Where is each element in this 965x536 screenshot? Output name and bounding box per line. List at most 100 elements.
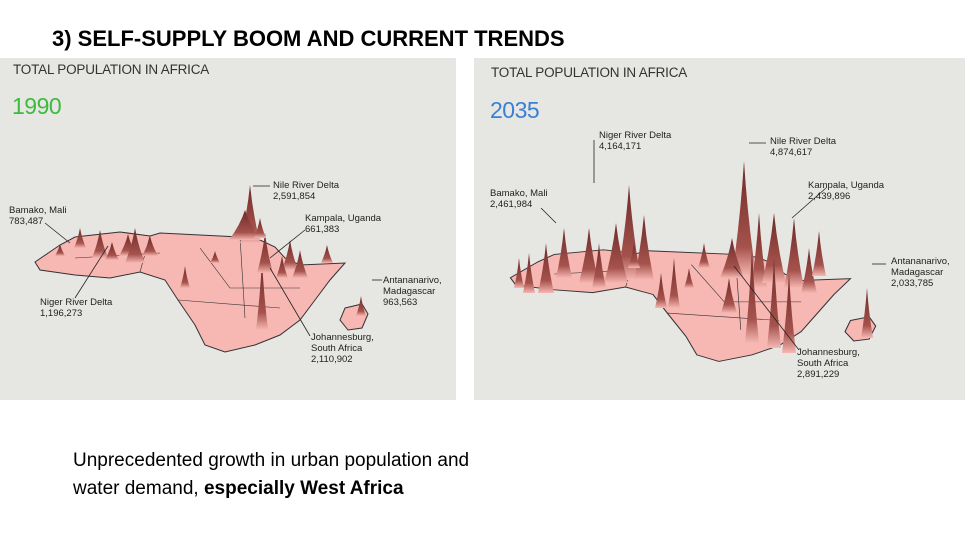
africa-map-1990 [34, 185, 382, 353]
label-value: 2,461,984 [490, 199, 533, 210]
label-value: 2,591,854 [273, 191, 316, 202]
population-peak [229, 210, 261, 240]
population-peak [282, 240, 298, 270]
population-peak [556, 228, 572, 278]
caption-emphasis: especially West Africa [203, 478, 404, 499]
year-label: 1990 [12, 93, 62, 119]
population-map-2035: TOTAL POPULATION IN AFRICA 2035 Niger Ri… [474, 58, 965, 400]
population-peak [684, 268, 694, 288]
population-peak [55, 244, 65, 256]
population-peak [721, 278, 737, 313]
label-nile-delta: Nile River Delta 4,874,617 [770, 136, 836, 158]
population-peak [592, 243, 606, 288]
label-niger-delta: Niger River Delta 1,196,273 [40, 297, 112, 319]
africa-landmass [34, 231, 347, 353]
label-value: 2,033,785 [891, 278, 934, 289]
label-name-2: South Africa [797, 358, 849, 369]
leader-line [540, 207, 557, 224]
population-peak [801, 248, 817, 293]
population-peak [105, 242, 119, 260]
label-name: Bamako, Mali [9, 205, 67, 216]
leader-line [791, 187, 827, 219]
label-name-2: Madagascar [891, 267, 944, 278]
population-peak [732, 161, 756, 276]
population-peak [604, 223, 628, 283]
label-value: 1,196,273 [40, 308, 83, 319]
population-peak [634, 215, 654, 280]
population-peak [92, 230, 108, 258]
population-peak [698, 243, 710, 268]
map-title: TOTAL POPULATION IN AFRICA [491, 65, 688, 80]
population-peak [210, 251, 220, 263]
label-antananarivo: Antananarivo, Madagascar 2,033,785 [891, 256, 950, 289]
label-name: Nile River Delta [273, 180, 339, 191]
label-name: Niger River Delta [40, 297, 113, 308]
label-name: Johannesburg, [797, 347, 860, 358]
population-peak [668, 258, 680, 308]
label-johannesburg: Johannesburg, South Africa 2,891,229 [797, 347, 860, 380]
slide-caption: Unprecedented growth in urban population… [73, 447, 469, 503]
label-name: Johannesburg, [311, 332, 374, 343]
label-value: 2,891,229 [797, 369, 840, 380]
label-value: 963,563 [383, 297, 418, 308]
label-kampala: Kampala, Uganda 661,383 [305, 213, 381, 235]
population-map-1990: TOTAL POPULATION IN AFRICA 1990 Nile Riv… [0, 58, 456, 400]
leader-line [269, 229, 306, 259]
caption-line-2: water demand, especially West Africa [73, 475, 469, 503]
population-peak [767, 258, 781, 348]
population-peak [523, 253, 535, 293]
label-value: 2,110,902 [311, 354, 353, 365]
population-peak [812, 231, 826, 276]
label-name: Nile River Delta [770, 136, 836, 147]
population-peak [276, 256, 288, 278]
leader-line [44, 222, 71, 244]
label-value: 4,164,171 [599, 141, 642, 152]
label-name: Kampala, Uganda [808, 180, 885, 191]
population-peak [180, 266, 190, 288]
population-peak [628, 243, 640, 268]
population-peak [321, 245, 333, 263]
leader-line [733, 265, 800, 351]
population-peak [125, 228, 145, 263]
population-peak [142, 236, 158, 256]
population-peak [292, 250, 308, 278]
label-name-2: Madagascar [383, 286, 436, 297]
population-peak [655, 273, 667, 308]
label-johannesburg: Johannesburg, South Africa 2,110,902 [311, 332, 374, 365]
population-peak [745, 248, 759, 343]
label-name: Antananarivo, [383, 275, 442, 286]
label-value: 783,487 [9, 216, 44, 227]
label-name: Kampala, Uganda [305, 213, 382, 224]
year-label: 2035 [490, 97, 540, 123]
population-peak [538, 243, 554, 293]
label-name: Niger River Delta [599, 130, 672, 141]
map-title: TOTAL POPULATION IN AFRICA [13, 62, 210, 77]
label-nile-delta: Nile River Delta 2,591,854 [273, 180, 339, 202]
population-peak [762, 213, 786, 283]
population-peak [784, 218, 804, 288]
label-value: 2,439,896 [808, 191, 851, 202]
label-niger-delta: Niger River Delta 4,164,171 [599, 130, 671, 152]
population-peak [514, 258, 524, 288]
leader-line [269, 267, 311, 337]
population-peak [356, 296, 366, 316]
population-peak [256, 260, 268, 330]
label-value: 4,874,617 [770, 147, 813, 158]
population-peak [254, 218, 266, 238]
label-kampala: Kampala, Uganda 2,439,896 [808, 180, 884, 202]
caption-text: water demand, [73, 478, 204, 499]
population-peak [257, 233, 273, 273]
population-peak [751, 213, 767, 288]
label-name: Bamako, Mali [490, 188, 548, 199]
population-peak [74, 228, 86, 248]
leader-line [74, 245, 109, 299]
africa-map-2035 [509, 140, 886, 362]
label-bamako: Bamako, Mali 783,487 [9, 205, 67, 227]
caption-line-1: Unprecedented growth in urban population… [73, 450, 470, 471]
label-name-2: South Africa [311, 343, 363, 354]
population-peak [861, 288, 873, 338]
label-value: 661,383 [305, 224, 340, 235]
label-name: Antananarivo, [891, 256, 950, 267]
label-bamako: Bamako, Mali 2,461,984 [490, 188, 548, 210]
population-peak [720, 238, 744, 278]
